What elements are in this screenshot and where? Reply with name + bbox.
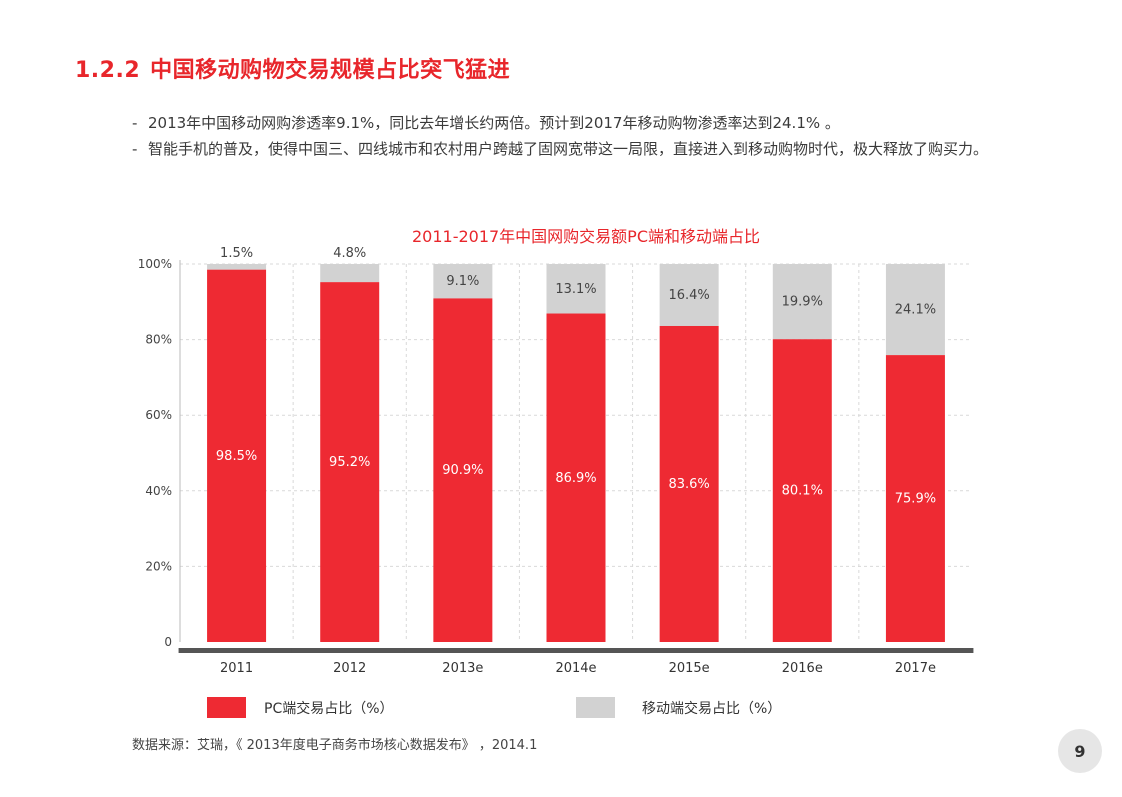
bar-pc-2011 — [207, 269, 267, 642]
bar-pc-2017e — [885, 355, 945, 642]
x-tick-label: 2015e — [669, 661, 710, 676]
bar-mobile-2013e — [433, 264, 493, 299]
legend-pc-swatch — [207, 697, 246, 718]
bullet-list: -2013年中国移动网购渗透率9.1%，同比去年增长约两倍。预计到2017年移动… — [132, 110, 1052, 162]
x-axis-segment — [744, 648, 861, 653]
y-tick-label: 20% — [145, 559, 172, 573]
bar-mobile-2015e — [659, 264, 719, 326]
bar-mobile-2014e — [546, 264, 606, 314]
data-label-mobile: 13.1% — [555, 282, 596, 297]
bar-pc-2013e — [433, 298, 493, 642]
bar-mobile-2017e — [885, 264, 945, 356]
x-tick-label: 2013e — [442, 661, 483, 676]
bullet-text: 智能手机的普及，使得中国三、四线城市和农村用户跨越了固网宽带这一局限，直接进入到… — [148, 140, 989, 158]
y-tick-label: 100% — [138, 257, 172, 271]
x-axis-segment — [291, 648, 408, 653]
legend-pc-label: PC端交易占比（%） — [264, 700, 394, 717]
x-tick-label: 2014e — [555, 661, 596, 676]
data-label-pc: 75.9% — [895, 492, 936, 507]
x-tick-label: 2011 — [220, 661, 253, 676]
bar-pc-2016e — [772, 339, 832, 642]
page-number-badge: 9 — [1058, 729, 1102, 773]
data-label-pc: 86.9% — [555, 471, 596, 486]
x-axis-segment — [518, 648, 634, 653]
data-label-pc: 90.9% — [442, 463, 483, 478]
data-label-pc: 98.5% — [216, 449, 257, 464]
bar-mobile-2016e — [772, 264, 832, 340]
data-label-mobile: 9.1% — [446, 274, 479, 289]
x-axis-segment — [857, 648, 974, 653]
legend-mobile-swatch — [576, 697, 615, 718]
x-axis-segment — [631, 648, 748, 653]
bullet-item: -2013年中国移动网购渗透率9.1%，同比去年增长约两倍。预计到2017年移动… — [132, 114, 840, 132]
bar-pc-2014e — [546, 313, 606, 642]
data-label-mobile: 16.4% — [668, 288, 709, 303]
y-tick-label: 40% — [145, 484, 172, 498]
data-source-note: 数据来源：艾瑞，《 2013年度电子商务市场核心数据发布》 ，2014.1 — [132, 738, 538, 753]
section-title: 中国移动购物交易规模占比突飞猛进 — [150, 58, 511, 83]
bullet-item: - 智能手机的普及，使得中国三、四线城市和农村用户跨越了固网宽带这一局限，直接进入… — [132, 140, 989, 158]
data-label-pc: 95.2% — [329, 455, 370, 470]
bar-mobile-2011 — [207, 264, 267, 270]
x-tick-label: 2016e — [782, 661, 823, 676]
data-label-mobile: 19.9% — [782, 295, 823, 310]
data-label-mobile: 24.1% — [895, 303, 936, 318]
x-tick-label: 2017e — [895, 661, 936, 676]
x-tick-label: 2012 — [333, 661, 366, 676]
data-label-mobile: 4.8% — [333, 246, 366, 261]
data-label-mobile: 1.5% — [220, 246, 253, 261]
legend-mobile-label: 移动端交易占比（%） — [642, 700, 781, 717]
bullet-text: 2013年中国移动网购渗透率9.1%，同比去年增长约两倍。预计到2017年移动购… — [148, 114, 840, 132]
y-tick-label: 80% — [145, 333, 172, 347]
section-number: 1.2.2 — [75, 58, 141, 83]
y-tick-label: 0 — [164, 635, 172, 649]
section-heading: 1.2.2 中国移动购物交易规模占比突飞猛进 — [75, 52, 510, 84]
data-label-pc: 80.1% — [782, 484, 823, 499]
bar-pc-2012 — [320, 282, 380, 642]
x-axis-segment — [404, 648, 521, 653]
chart-title: 2011-2017年中国网购交易额PC端和移动端占比 — [412, 227, 760, 246]
data-label-pc: 83.6% — [668, 477, 709, 492]
bar-pc-2015e — [659, 325, 719, 642]
x-axis-segment — [178, 648, 295, 653]
bar-mobile-2012 — [320, 264, 380, 283]
y-tick-label: 60% — [145, 408, 172, 422]
